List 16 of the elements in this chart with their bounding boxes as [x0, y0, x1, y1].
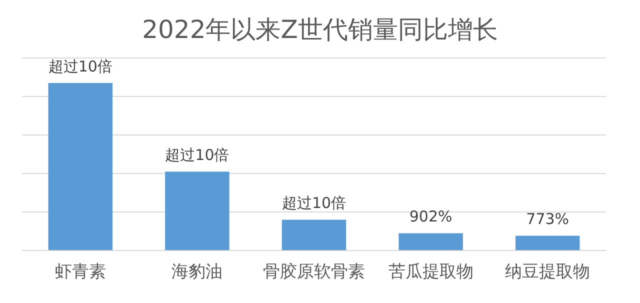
x-tick-label: 骨胶原软骨素 [263, 262, 365, 282]
x-tick-label: 纳豆提取物 [505, 262, 590, 282]
data-label: 超过10倍 [48, 57, 112, 76]
data-label: 超过10倍 [165, 146, 230, 164]
bar [282, 220, 346, 250]
bar [398, 233, 463, 250]
data-label: 773% [526, 210, 570, 228]
bar [48, 83, 113, 250]
x-tick-label: 虾青素 [54, 262, 106, 282]
x-tick-label: 海豹油 [172, 262, 223, 282]
bar [165, 172, 230, 250]
chart-title: 2022年以来Z世代销量同比增长 [141, 14, 499, 46]
bar [515, 236, 580, 250]
data-label: 902% [409, 208, 452, 226]
data-label: 超过10倍 [282, 194, 346, 212]
x-tick-label: 苦瓜提取物 [388, 262, 474, 282]
